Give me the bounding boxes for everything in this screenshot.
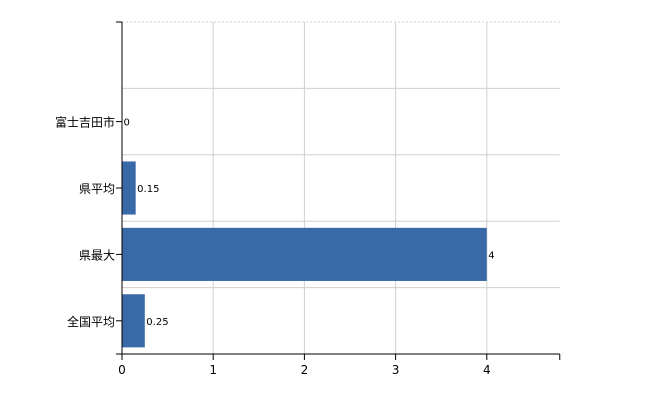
bar	[122, 161, 136, 215]
y-tick-label: 全国平均	[67, 314, 115, 329]
y-tick-label: 県平均	[79, 182, 115, 196]
bar	[122, 294, 145, 348]
x-tick-label: 0	[118, 363, 126, 377]
x-tick-label: 3	[392, 363, 400, 377]
data-label: 0	[124, 118, 130, 129]
x-tick-label: 4	[483, 363, 491, 377]
data-label: 4	[488, 250, 494, 261]
bar	[122, 227, 487, 281]
y-tick-label: 富士吉田市	[55, 115, 115, 130]
grid-lines	[122, 21, 560, 354]
x-tick-label: 2	[301, 363, 309, 377]
axes	[116, 21, 561, 360]
bars	[122, 161, 487, 348]
y-tick-label: 県最大	[79, 248, 115, 262]
data-label: 0.25	[146, 317, 168, 328]
x-tick-label: 1	[209, 363, 217, 377]
labels: 0 富士吉田市 0.15 県平均 4 県最大 0.25 全国平均 0 1 2 3 4	[55, 115, 495, 377]
data-label: 0.15	[137, 184, 159, 195]
